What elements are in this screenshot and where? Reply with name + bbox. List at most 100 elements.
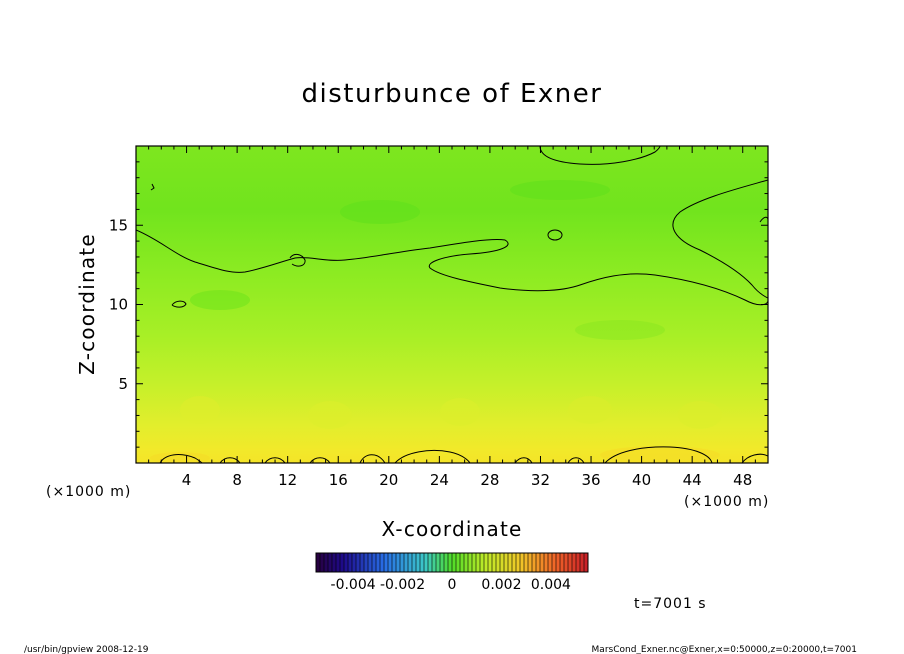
contour-line (672, 179, 768, 299)
colorbar-cell (464, 553, 469, 572)
colorbar-cell (500, 553, 505, 572)
colorbar-cell (356, 553, 361, 572)
colorbar-cell (452, 553, 457, 572)
colorbar-cell (336, 553, 341, 572)
x-tick-label: 24 (430, 471, 449, 489)
colorbar-cell (380, 553, 385, 572)
x-tick-label: 8 (232, 471, 242, 489)
colorbar-cell (432, 553, 437, 572)
y-tick-label: 5 (118, 375, 128, 393)
colorbar-cell (384, 553, 389, 572)
x-unit-right: (×1000 m) (684, 494, 769, 510)
x-tick-label: 20 (379, 471, 398, 489)
colorbar-cell (484, 553, 489, 572)
colorbar-cell (408, 553, 413, 572)
contour-line (539, 146, 661, 165)
colorbar-cell (472, 553, 477, 572)
colorbar-cell (548, 553, 553, 572)
colorbar-cell (404, 553, 409, 572)
colorbar-cell (360, 553, 365, 572)
colorbar-cell (456, 553, 461, 572)
colorbar-cell (488, 553, 493, 572)
contour-line (547, 229, 563, 241)
contour-line (359, 454, 386, 463)
footer-right: MarsCond_Exner.nc@Exner,x=0:50000,z=0:20… (592, 645, 857, 654)
colorbar-cell (416, 553, 421, 572)
y-tick-label: 15 (109, 216, 128, 234)
heatmap-field (136, 146, 768, 463)
colorbar-tick-label: -0.004 (331, 577, 376, 593)
colorbar-cell (396, 553, 401, 572)
x-tick-label: 16 (329, 471, 348, 489)
colorbar-frame (315, 552, 589, 573)
x-tick-label: 48 (733, 471, 752, 489)
colorbar-cell (560, 553, 565, 572)
colorbar-ticks: -0.004 -0.002 0 0.002 0.004 (331, 577, 572, 593)
contour-line (741, 453, 768, 463)
field-blotch (510, 180, 610, 200)
colorbar-scale (315, 553, 589, 572)
contour-line (264, 457, 286, 463)
colorbar-cell (460, 553, 465, 572)
y-axis: 5 10 15 (109, 161, 768, 448)
contour-line (514, 457, 533, 463)
contour-line (150, 183, 155, 191)
colorbar: -0.004 -0.002 0 0.002 0.004 (315, 552, 589, 593)
colorbar-cell (340, 553, 345, 572)
field-blotch (568, 396, 612, 424)
colorbar-cell (400, 553, 405, 572)
contour-line (309, 457, 331, 463)
contour-line (394, 449, 471, 463)
x-tick-label: 12 (278, 471, 297, 489)
colorbar-cell (568, 553, 573, 572)
colorbar-cell (536, 553, 541, 572)
x-tick-label: 32 (531, 471, 550, 489)
colorbar-cell (368, 553, 373, 572)
colorbar-cell (576, 553, 581, 572)
colorbar-cell (328, 553, 333, 572)
colorbar-cell (516, 553, 521, 572)
contour-line (136, 229, 768, 306)
contour-line (171, 300, 187, 308)
field-blotch (340, 200, 420, 224)
colorbar-cell (552, 553, 557, 572)
colorbar-cell (428, 553, 433, 572)
colorbar-cell (556, 553, 561, 572)
time-label: t=7001 s (634, 596, 707, 612)
colorbar-cell (316, 553, 321, 572)
colorbar-cell (372, 553, 377, 572)
colorbar-cell (512, 553, 517, 572)
field-blotch (180, 396, 220, 424)
x-tick-label: 44 (683, 471, 702, 489)
colorbar-cell (424, 553, 429, 572)
colorbar-cell (492, 553, 497, 572)
field-blotch (575, 320, 665, 340)
colorbar-cell (324, 553, 329, 572)
field-blotch (440, 398, 480, 426)
field-blotch (600, 446, 720, 463)
colorbar-cell (564, 553, 569, 572)
colorbar-cell (392, 553, 397, 572)
colorbar-cell (436, 553, 441, 572)
y-axis-label: Z-coordinate (75, 233, 99, 375)
colorbar-cell (420, 553, 425, 572)
x-tick-label: 4 (182, 471, 192, 489)
field-blotches (150, 180, 722, 463)
colorbar-tick-label: 0 (448, 577, 457, 593)
contour-line (219, 457, 241, 463)
colorbar-tick-label: 0.004 (531, 577, 571, 593)
colorbar-cell (376, 553, 381, 572)
colorbar-cell (448, 553, 453, 572)
y-tick-label: 10 (109, 296, 128, 314)
footer-left: /usr/bin/gpview 2008-12-19 (24, 645, 149, 654)
colorbar-cell (496, 553, 501, 572)
colorbar-cell (520, 553, 525, 572)
contour-line (289, 253, 306, 267)
colorbar-cell (444, 553, 449, 572)
colorbar-cell (320, 553, 325, 572)
colorbar-tick-label: 0.002 (481, 577, 521, 593)
colorbar-cell (504, 553, 509, 572)
x-axis-label: X-coordinate (382, 517, 523, 541)
x-axis: 4 8 12 16 20 24 28 32 36 40 44 48 (148, 146, 756, 489)
